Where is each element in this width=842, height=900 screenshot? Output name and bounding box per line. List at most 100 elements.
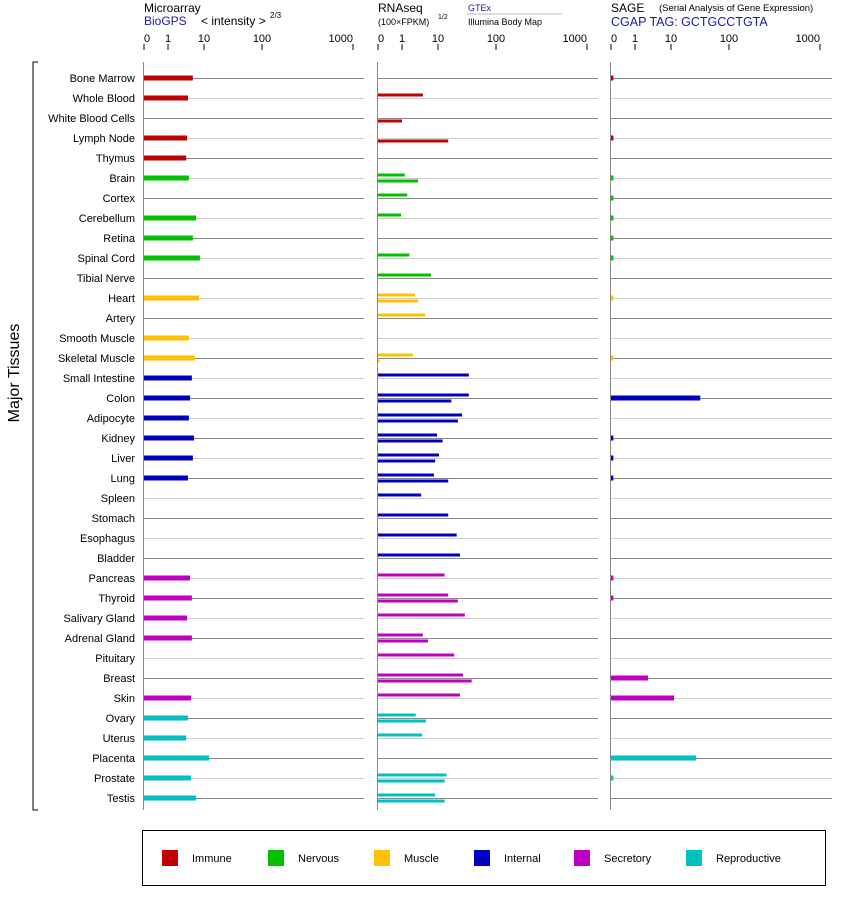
gtex-bar xyxy=(378,773,447,777)
gtex-bar xyxy=(378,293,416,297)
microarray-bar xyxy=(144,175,189,181)
microarray-bar xyxy=(144,775,192,781)
illumina-bar xyxy=(378,479,449,483)
microarray-bar xyxy=(144,475,189,481)
sage-bar xyxy=(611,135,614,141)
microarray-tick-label: 0 xyxy=(144,33,150,45)
illumina-bar xyxy=(378,679,472,683)
gtex-bar xyxy=(378,513,449,517)
illumina-bar xyxy=(378,399,452,403)
microarray-bar xyxy=(144,415,189,421)
tissue-label: Stomach xyxy=(92,513,135,525)
gtex-bar xyxy=(378,673,464,677)
y-axis-label: Major Tissues xyxy=(6,324,23,423)
legend-label: Immune xyxy=(192,853,232,865)
microarray-bar xyxy=(144,575,191,581)
microarray-bar xyxy=(144,95,189,101)
sage-bar xyxy=(611,455,614,461)
sage-bar xyxy=(611,475,614,481)
gtex-bar xyxy=(378,193,408,197)
microarray-scale-note: < intensity > xyxy=(201,14,266,28)
sage-bar xyxy=(611,255,614,261)
sage-tick-label: 10 xyxy=(665,33,677,45)
microarray-bar xyxy=(144,255,200,261)
tissue-label: Pancreas xyxy=(89,573,136,585)
tissue-label: Retina xyxy=(103,233,136,245)
gtex-bar xyxy=(378,573,445,577)
microarray-bar xyxy=(144,235,193,241)
microarray-bar xyxy=(144,595,192,601)
microarray-tick-label: 1 xyxy=(165,33,171,45)
gtex-bar xyxy=(378,213,402,217)
gtex-bar xyxy=(378,413,463,417)
microarray-bar xyxy=(144,455,193,461)
rnaseq-tick-label: 10 xyxy=(432,33,444,45)
legend-label: Internal xyxy=(504,853,541,865)
illumina-bar xyxy=(378,359,380,363)
microarray-bar xyxy=(144,615,188,621)
gtex-bar xyxy=(378,433,438,437)
gtex-bar xyxy=(378,733,423,737)
tissue-label: Tibial Nerve xyxy=(77,273,135,285)
sage-bar xyxy=(611,675,649,681)
illumina-bar xyxy=(378,299,419,303)
tissue-label: Cerebellum xyxy=(79,213,135,225)
tissue-label: White Blood Cells xyxy=(48,113,135,125)
legend-swatch-reproductive xyxy=(686,850,702,866)
illumina-bar xyxy=(378,139,449,143)
tissue-label: Small Intestine xyxy=(63,373,135,385)
tissue-label: Prostate xyxy=(94,773,135,785)
sage-bar xyxy=(611,75,614,81)
tissue-label: Lung xyxy=(111,473,135,485)
sage-bar xyxy=(611,235,614,241)
rnaseq-scale-exponent: 1/2 xyxy=(438,14,448,21)
microarray-bar xyxy=(144,215,197,221)
tissue-bracket xyxy=(32,61,38,811)
tissue-label: Bladder xyxy=(97,553,135,565)
gtex-bar xyxy=(378,473,434,477)
gtex-source-link: GTEx xyxy=(468,3,492,13)
microarray-scale-exponent: 2/3 xyxy=(270,11,282,20)
gtex-bar xyxy=(378,273,432,277)
microarray-bar xyxy=(144,715,189,721)
microarray-bar xyxy=(144,135,188,141)
sage-tag-link: CGAP TAG: GCTGCCTGTA xyxy=(611,15,768,29)
illumina-source-label: Illumina Body Map xyxy=(468,17,542,27)
sage-bar xyxy=(611,295,614,301)
illumina-bar xyxy=(378,599,458,603)
rnaseq-tick-label: 1000 xyxy=(563,33,587,45)
tissue-label: Thymus xyxy=(96,153,136,165)
tissue-label: Cortex xyxy=(103,193,136,205)
gtex-bar xyxy=(378,653,455,657)
gtex-bar xyxy=(378,373,469,377)
rnaseq-tick-label: 1 xyxy=(399,33,405,45)
tissue-label: Ovary xyxy=(106,713,136,725)
sage-tick-label: 1000 xyxy=(796,33,820,45)
sage-bar xyxy=(611,175,614,181)
legend-swatch-immune xyxy=(162,850,178,866)
gtex-bar xyxy=(378,173,405,177)
tissue-label: Skeletal Muscle xyxy=(58,353,135,365)
gtex-bar xyxy=(378,613,465,617)
microarray-bar xyxy=(144,735,187,741)
microarray-bar xyxy=(144,695,192,701)
tissue-label: Breast xyxy=(103,673,135,685)
illumina-bar xyxy=(378,719,426,723)
gtex-bar xyxy=(378,253,410,257)
sage-title-note: (Serial Analysis of Gene Expression) xyxy=(659,3,813,14)
microarray-bar xyxy=(144,635,192,641)
microarray-bar xyxy=(144,755,210,761)
microarray-bar xyxy=(144,435,195,441)
microarray-tick-label: 100 xyxy=(253,33,271,45)
tissue-label: Whole Blood xyxy=(73,93,135,105)
sage-bar xyxy=(611,215,614,221)
gtex-bar xyxy=(378,393,469,397)
gtex-bar xyxy=(378,793,436,797)
microarray-bar xyxy=(144,395,191,401)
legend-label: Muscle xyxy=(404,853,439,865)
illumina-bar xyxy=(378,439,443,443)
legend-label: Reproductive xyxy=(716,853,781,865)
rnaseq-tick-label: 0 xyxy=(378,33,384,45)
sage-tick-label: 1 xyxy=(632,33,638,45)
